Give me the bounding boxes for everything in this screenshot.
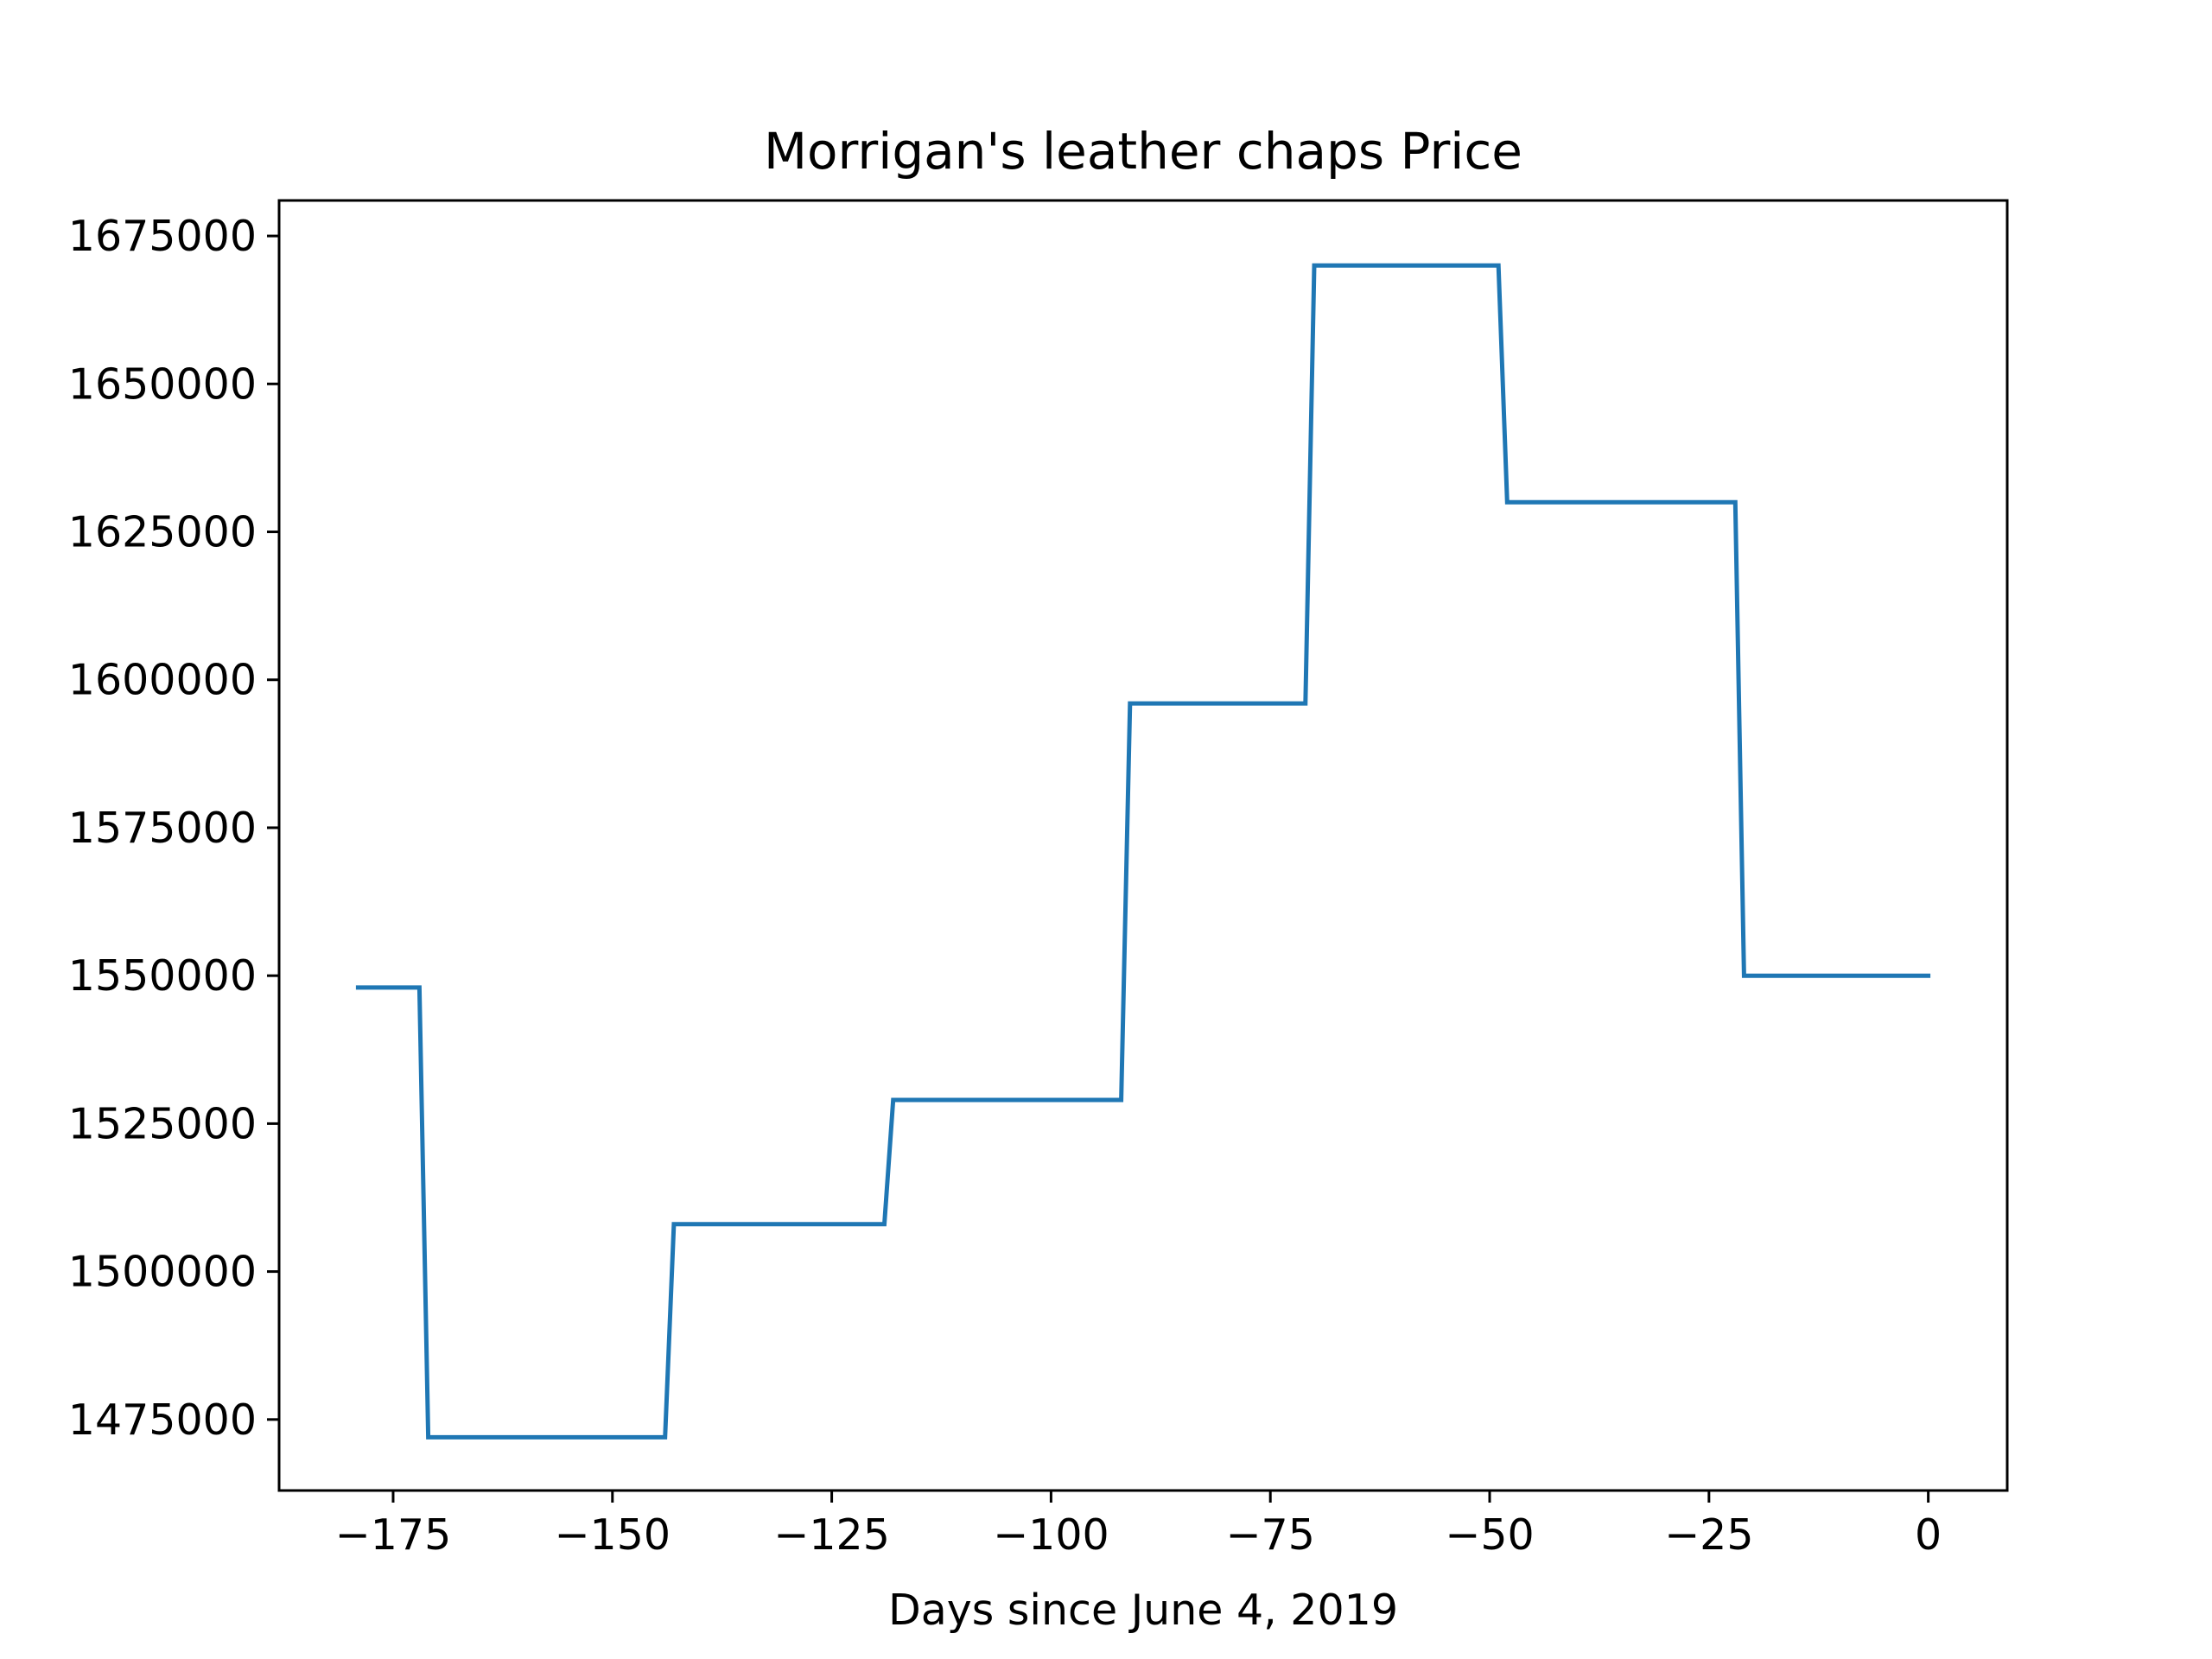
price-series-line (355, 263, 1931, 1440)
x-axis: −175 −150 −125 −100 −75 −50 −25 0 (335, 1491, 1942, 1560)
x-tick-label: −125 (773, 1510, 890, 1560)
y-tick-label: 1500000 (68, 1248, 257, 1297)
y-tick-label: 1625000 (68, 508, 257, 557)
y-tick-label: 1675000 (68, 212, 257, 261)
x-tick-label: −50 (1445, 1510, 1534, 1560)
x-tick-label: 0 (1915, 1510, 1942, 1560)
x-tick-label: −100 (993, 1510, 1109, 1560)
x-tick-label: −25 (1664, 1510, 1753, 1560)
x-tick-label: −75 (1225, 1510, 1314, 1560)
x-tick-label: −175 (335, 1510, 452, 1560)
plot-area (355, 263, 1931, 1440)
y-tick-label: 1650000 (68, 359, 257, 409)
y-tick-label: 1575000 (68, 804, 257, 853)
y-tick-label: 1600000 (68, 656, 257, 705)
y-axis: 1475000 1500000 1525000 1550000 1575000 16000… (68, 212, 279, 1445)
plot-frame (277, 199, 2009, 1492)
y-tick-label: 1550000 (68, 951, 257, 1001)
y-tick-label: 1475000 (68, 1395, 257, 1445)
x-axis-label: Days since June 4, 2019 (888, 1586, 1398, 1635)
x-tick-label: −150 (554, 1510, 671, 1560)
chart-title: Morrigan's leather chaps Price (764, 122, 1522, 181)
y-tick-label: 1525000 (68, 1099, 257, 1148)
